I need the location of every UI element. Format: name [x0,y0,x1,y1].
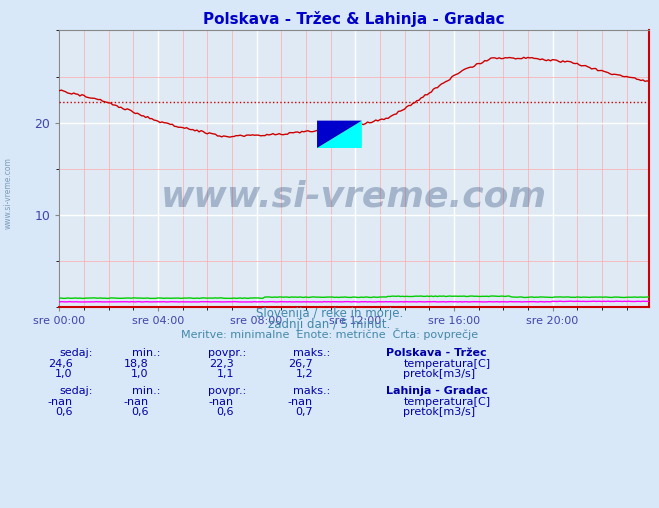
Text: temperatura[C]: temperatura[C] [403,397,490,407]
Text: 0,6: 0,6 [130,407,148,417]
Text: maks.:: maks.: [293,386,331,396]
Text: sedaj:: sedaj: [59,386,93,396]
Polygon shape [317,120,362,148]
Text: pretok[m3/s]: pretok[m3/s] [403,407,475,417]
Text: Meritve: minimalne  Enote: metrične  Črta: povprečje: Meritve: minimalne Enote: metrične Črta:… [181,328,478,340]
Text: -nan: -nan [123,397,148,407]
Text: www.si-vreme.com: www.si-vreme.com [4,157,13,229]
Text: www.si-vreme.com: www.si-vreme.com [161,180,547,213]
Text: 26,7: 26,7 [288,359,313,369]
Text: Polskava - Tržec: Polskava - Tržec [386,347,486,358]
Text: Slovenija / reke in morje.: Slovenija / reke in morje. [256,307,403,321]
Text: 22,3: 22,3 [209,359,234,369]
Text: 0,7: 0,7 [295,407,313,417]
Text: -nan: -nan [47,397,72,407]
Text: min.:: min.: [132,386,160,396]
Text: 24,6: 24,6 [47,359,72,369]
Title: Polskava - Tržec & Lahinja - Gradac: Polskava - Tržec & Lahinja - Gradac [204,11,505,26]
Text: povpr.:: povpr.: [208,386,246,396]
Text: 1,0: 1,0 [55,369,72,379]
Text: -nan: -nan [209,397,234,407]
Text: 0,6: 0,6 [216,407,234,417]
Text: min.:: min.: [132,347,160,358]
Polygon shape [317,120,362,148]
Text: 0,6: 0,6 [55,407,72,417]
Text: 1,2: 1,2 [295,369,313,379]
Text: 1,1: 1,1 [216,369,234,379]
Text: 1,0: 1,0 [130,369,148,379]
Text: zadnji dan / 5 minut.: zadnji dan / 5 minut. [268,318,391,331]
Text: temperatura[C]: temperatura[C] [403,359,490,369]
Text: sedaj:: sedaj: [59,347,93,358]
Text: povpr.:: povpr.: [208,347,246,358]
Text: maks.:: maks.: [293,347,331,358]
Text: pretok[m3/s]: pretok[m3/s] [403,369,475,379]
Text: -nan: -nan [288,397,313,407]
Text: Lahinja - Gradac: Lahinja - Gradac [386,386,488,396]
Text: 18,8: 18,8 [123,359,148,369]
Bar [317,120,362,148]
